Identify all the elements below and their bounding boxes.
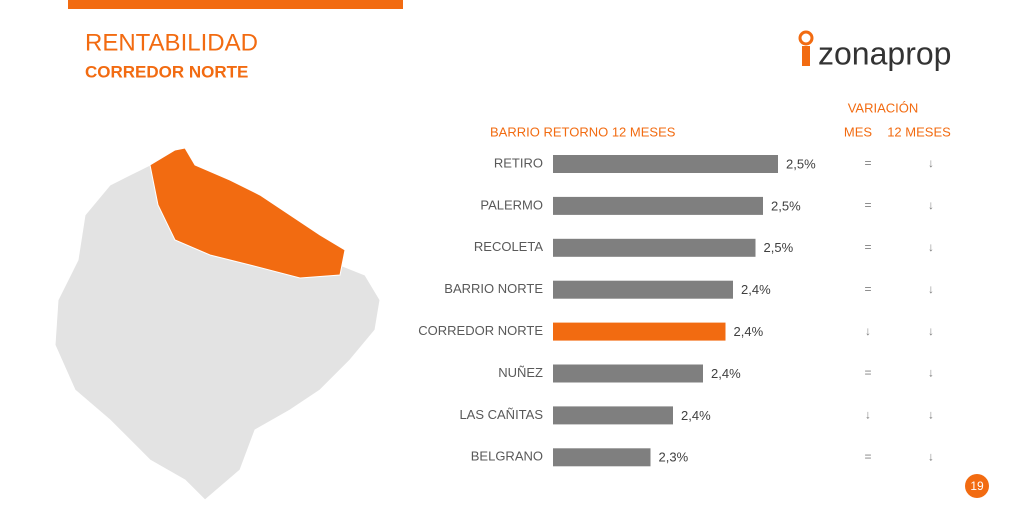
- variation-symbol: ↓: [928, 282, 934, 296]
- variation-symbol: ↓: [928, 366, 934, 380]
- page-number: 19: [970, 479, 984, 493]
- variation-symbol: ↓: [928, 408, 934, 422]
- top-accent: [68, 0, 403, 9]
- value-label: 2,5%: [786, 156, 816, 171]
- value-label: 2,4%: [734, 324, 764, 339]
- variation-symbol: =: [864, 449, 871, 463]
- value-label: 2,4%: [711, 366, 741, 381]
- variation-column: MES: [844, 124, 873, 139]
- category-label: CORREDOR NORTE: [418, 323, 543, 338]
- bar: [553, 196, 763, 215]
- value-label: 2,4%: [681, 408, 711, 423]
- category-label: NUÑEZ: [498, 365, 543, 380]
- variation-symbol: ↓: [928, 198, 934, 212]
- value-label: 2,4%: [741, 282, 771, 297]
- variation-symbol: =: [864, 240, 871, 254]
- value-label: 2,5%: [771, 198, 801, 213]
- variation-symbol: =: [864, 282, 871, 296]
- logo: zonaprop: [798, 30, 951, 71]
- bar: [553, 406, 673, 425]
- page-badge: [965, 474, 989, 498]
- subtitle: CORREDOR NORTE: [85, 62, 248, 81]
- value-label: 2,3%: [659, 450, 689, 465]
- variation-title: VARIACIÓN: [848, 100, 919, 115]
- title: RENTABILIDAD: [85, 29, 258, 56]
- category-label: RETIRO: [494, 155, 543, 170]
- map: [54, 147, 381, 501]
- category-label: RECOLETA: [474, 239, 543, 254]
- bar: [553, 155, 778, 173]
- category-label: PALERMO: [480, 197, 543, 212]
- variation-symbol: ↓: [928, 240, 934, 254]
- logo-text: zonaprop: [818, 35, 951, 71]
- category-header: BARRIO RETORNO 12 MESES: [490, 124, 676, 139]
- bar: [553, 322, 726, 341]
- category-label: LAS CAÑITAS: [459, 407, 543, 422]
- category-label: BELGRANO: [471, 449, 543, 464]
- bar: [553, 364, 703, 383]
- bar: [553, 280, 733, 299]
- bar: [553, 448, 651, 467]
- variation-symbol: ↓: [928, 449, 934, 463]
- variation-symbol: ↓: [928, 324, 934, 338]
- variation-symbol: ↓: [865, 408, 871, 422]
- variation-symbol: =: [864, 156, 871, 170]
- variation-symbol: =: [864, 198, 871, 212]
- bar: [553, 238, 756, 257]
- variation-symbol: ↓: [928, 156, 934, 170]
- variation-column: 12 MESES: [887, 124, 951, 139]
- variation-symbol: ↓: [865, 324, 871, 338]
- variation-symbol: =: [864, 366, 871, 380]
- value-label: 2,5%: [764, 240, 794, 255]
- category-label: BARRIO NORTE: [444, 281, 543, 296]
